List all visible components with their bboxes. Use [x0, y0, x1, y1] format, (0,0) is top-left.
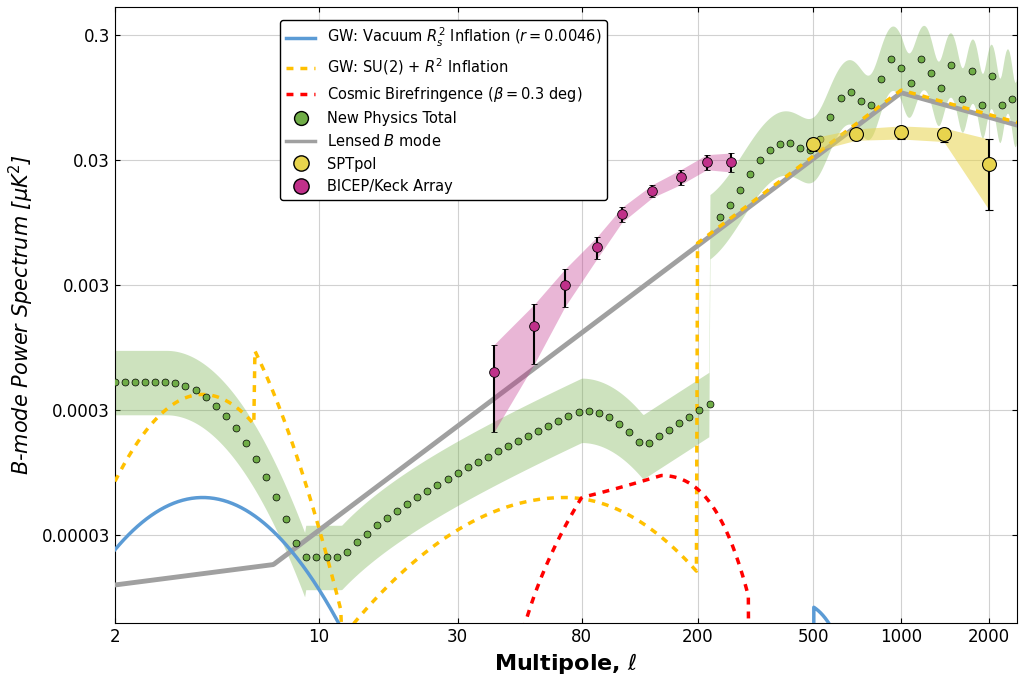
X-axis label: Multipole, $\ell$: Multipole, $\ell$: [495, 651, 638, 676]
Y-axis label: $B$-mode Power Spectrum [$\mu$K$^2$]: $B$-mode Power Spectrum [$\mu$K$^2$]: [7, 154, 36, 475]
Legend: GW: Vacuum $R_s^2$ Inflation ($r = 0.0046$), GW: SU(2) + $R^2$ Inflation, Cosmic: GW: Vacuum $R_s^2$ Inflation ($r = 0.004…: [281, 20, 607, 199]
